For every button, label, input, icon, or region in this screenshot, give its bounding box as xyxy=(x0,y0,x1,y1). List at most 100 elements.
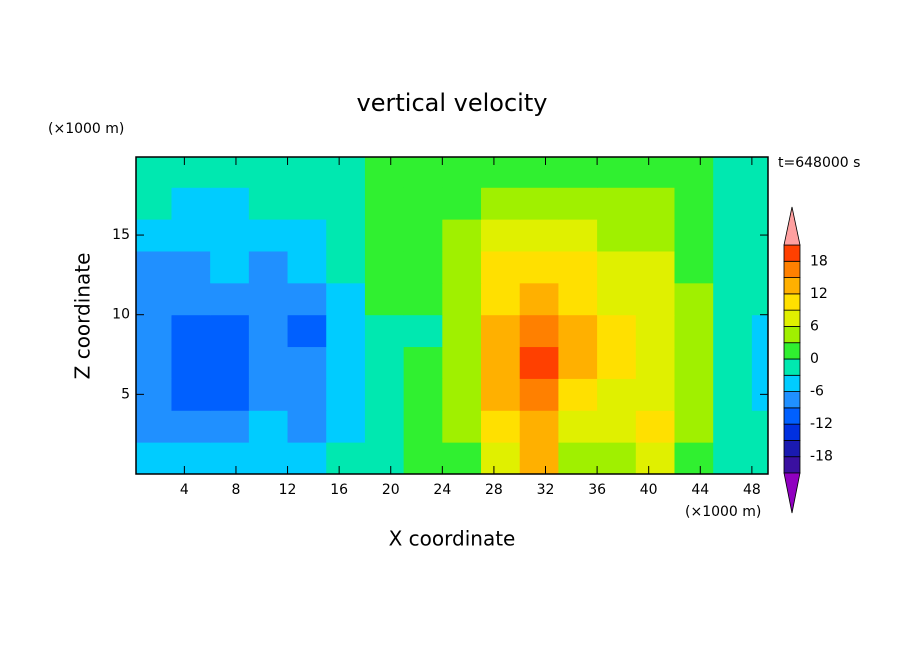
contour-cell xyxy=(519,187,559,220)
colorbar-label: -12 xyxy=(810,416,833,432)
contour-cell xyxy=(751,157,768,188)
contour-cell xyxy=(597,187,637,220)
contour-cell xyxy=(558,410,598,443)
colorbar-label: -18 xyxy=(810,449,833,465)
contour-cell xyxy=(287,346,327,379)
contour-cell xyxy=(751,187,768,220)
contour-cell xyxy=(674,187,714,220)
contour-cell xyxy=(597,378,637,411)
contour-cell xyxy=(403,282,443,316)
contour-cell xyxy=(713,378,753,411)
contour-cell xyxy=(403,219,443,252)
contour-cell xyxy=(481,219,521,252)
contour-cell xyxy=(481,410,521,443)
contour-cell xyxy=(674,410,714,443)
contour-cell xyxy=(171,187,211,220)
contour-cell xyxy=(248,410,289,443)
x-tick-label: 20 xyxy=(382,482,400,498)
contour-cell xyxy=(287,187,327,220)
contour-cell xyxy=(364,410,405,443)
contour-cell xyxy=(442,250,482,284)
contour-cell xyxy=(287,219,327,252)
contour-cell xyxy=(674,314,714,348)
colorbar-box xyxy=(783,293,801,311)
contour-cell xyxy=(519,250,559,284)
contour-cell xyxy=(713,187,753,220)
colorbar-box xyxy=(783,244,801,262)
contour-cell xyxy=(136,157,172,188)
contour-cell xyxy=(751,282,768,316)
contour-cell xyxy=(171,346,211,379)
colorbar-label: 18 xyxy=(810,253,828,269)
contour-cell xyxy=(403,250,443,284)
contour-cell xyxy=(481,250,521,284)
x-tick-label: 16 xyxy=(330,482,348,498)
contour-cell xyxy=(248,282,289,316)
contour-cell xyxy=(171,219,211,252)
y-tick-label: 15 xyxy=(112,227,130,243)
contour-cell xyxy=(558,442,598,474)
y-tick-label: 10 xyxy=(112,307,130,323)
contour-cell xyxy=(558,282,598,316)
contour-cell xyxy=(248,187,289,220)
contour-cell xyxy=(171,378,211,411)
contour-cell xyxy=(635,378,675,411)
contour-cell xyxy=(210,314,250,348)
contour-cell xyxy=(558,157,598,188)
contour-cell xyxy=(713,282,753,316)
contour-cell xyxy=(403,442,443,474)
x-tick-label: 32 xyxy=(537,482,555,498)
contour-cell xyxy=(248,314,289,348)
contour-cell xyxy=(210,346,250,379)
contour-cell xyxy=(674,378,714,411)
contour-cell xyxy=(171,157,211,188)
contour-cell xyxy=(364,314,405,348)
contour-cell xyxy=(403,157,443,188)
x-tick-label: 8 xyxy=(231,482,240,498)
contour-cell xyxy=(597,282,637,316)
contour-cell xyxy=(635,157,675,188)
contour-cell xyxy=(519,378,559,411)
contour-cell xyxy=(210,219,250,252)
contour-cell xyxy=(326,346,366,379)
contour-cell xyxy=(635,410,675,443)
contour-cell xyxy=(674,346,714,379)
colorbar-box xyxy=(783,374,801,392)
contour-cell xyxy=(287,410,327,443)
x-tick-label: 48 xyxy=(743,482,761,498)
colorbar-box xyxy=(783,423,801,441)
contour-cell xyxy=(248,378,289,411)
contour-cell xyxy=(597,410,637,443)
contour-cell xyxy=(136,442,172,474)
contour-cell xyxy=(481,282,521,316)
plot-frame xyxy=(135,156,769,475)
contour-cell xyxy=(136,346,172,379)
contour-cell xyxy=(403,410,443,443)
contour-field xyxy=(136,157,768,474)
contour-cell xyxy=(326,378,366,411)
contour-cell xyxy=(403,346,443,379)
contour-cell xyxy=(248,157,289,188)
contour-cell xyxy=(713,442,753,474)
contour-cell xyxy=(364,442,405,474)
contour-cell xyxy=(481,314,521,348)
contour-cell xyxy=(136,410,172,443)
colorbar-box xyxy=(783,358,801,376)
contour-cell xyxy=(519,346,559,379)
contour-cell xyxy=(364,187,405,220)
y-units: (×1000 m) xyxy=(48,121,124,137)
colorbar-label: -6 xyxy=(810,384,824,400)
colorbar-label: 6 xyxy=(810,318,819,334)
contour-cell xyxy=(713,314,753,348)
contour-cell xyxy=(403,187,443,220)
contour-cell xyxy=(674,282,714,316)
contour-cell xyxy=(597,250,637,284)
x-tick-label: 28 xyxy=(485,482,503,498)
contour-cell xyxy=(481,442,521,474)
contour-cell xyxy=(519,219,559,252)
contour-cell xyxy=(326,187,366,220)
contour-cell xyxy=(287,378,327,411)
contour-cell xyxy=(635,282,675,316)
contour-cell xyxy=(751,410,768,443)
contour-cell xyxy=(364,378,405,411)
